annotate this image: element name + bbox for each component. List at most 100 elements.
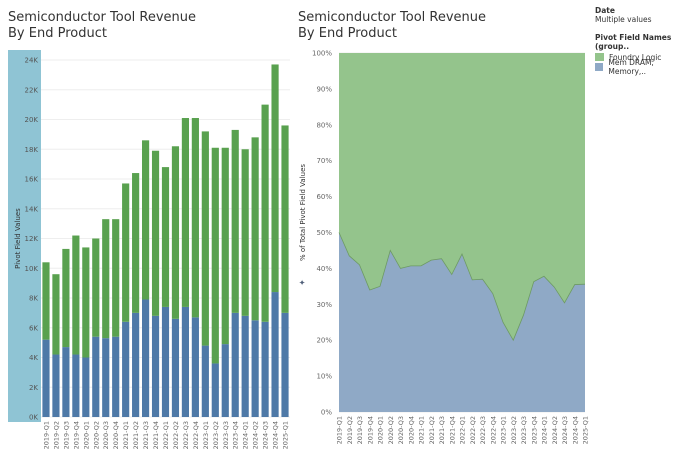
bar-segment (261, 104, 269, 322)
bar-segment (112, 336, 120, 417)
left-chart-title: Semiconductor Tool Revenue By End Produc… (8, 10, 196, 42)
legend-item-memory[interactable]: Mem DRAM, Memory,.. (595, 58, 688, 76)
bar-segment (161, 306, 170, 417)
x-tick-label: 2024-Q1 (541, 416, 549, 444)
bar-segment (141, 299, 150, 417)
bar-segment (52, 274, 60, 355)
x-tick-label: 2022-Q3 (182, 421, 190, 449)
bar-segment (42, 339, 50, 417)
right-title-line1: Semiconductor Tool Revenue (298, 10, 487, 25)
y-tick-label: 20K (25, 116, 39, 124)
legend-label: Mem DRAM, Memory,.. (608, 58, 654, 76)
bar-segment (251, 137, 259, 321)
x-tick-label: 2020-Q3 (397, 416, 405, 444)
bar-segment (201, 345, 209, 417)
x-tick-label: 2024-Q3 (262, 421, 270, 449)
bar-segment (221, 344, 229, 417)
x-tick-label: 2024-Q4 (571, 416, 579, 444)
bar-segment (92, 336, 100, 417)
bar-segment (181, 306, 190, 417)
y-tick-label: 10K (25, 265, 39, 273)
x-tick-label: 2019-Q2 (52, 421, 60, 449)
bar-segment (42, 262, 50, 340)
x-tick-label: 2020-Q2 (387, 416, 395, 444)
bar-segment (132, 173, 140, 313)
x-tick-label: 2023-Q3 (520, 416, 528, 444)
x-tick-label: 2019-Q1 (42, 421, 50, 449)
bar-segment (92, 238, 100, 337)
x-tick-label: 2020-Q1 (82, 421, 90, 449)
y-tick-label: 90% (316, 85, 332, 93)
x-tick-label: 2020-Q4 (407, 416, 415, 444)
bar-segment (132, 312, 140, 417)
x-tick-label: 2020-Q1 (377, 416, 385, 444)
x-tick-label: 2025-Q1 (282, 421, 290, 449)
date-filter-value[interactable]: Multiple values (595, 15, 652, 24)
y-tick-label: 10% (316, 373, 332, 381)
bar-segment (122, 321, 130, 417)
x-tick-label: 2023-Q4 (232, 421, 240, 449)
x-tick-label: 2024-Q4 (272, 421, 280, 449)
x-tick-label: 2020-Q4 (112, 421, 120, 449)
legend: Date Multiple values Pivot Field Names (… (595, 6, 688, 76)
bar-segment (191, 118, 199, 318)
y-tick-label: 22K (25, 86, 39, 94)
y-axis-label: % of Total Pivot Field Values (299, 164, 307, 261)
bar-segment (201, 131, 209, 346)
y-tick-label: 16K (25, 176, 39, 184)
y-tick-label: 100% (312, 50, 332, 58)
x-tick-label: 2022-Q1 (162, 421, 170, 449)
x-tick-label: 2021-Q1 (418, 416, 426, 444)
x-tick-label: 2022-Q2 (469, 416, 477, 444)
x-tick-label: 2021-Q3 (142, 421, 150, 449)
y-tick-label: 0% (321, 409, 332, 417)
y-tick-label: 70% (316, 157, 332, 165)
bar-segment (171, 146, 180, 319)
y-tick-label: 80% (316, 121, 332, 129)
bar-segment (251, 320, 259, 417)
y-tick-label: 18K (25, 146, 39, 154)
y-tick-label: 60% (316, 193, 332, 201)
bar-segment (271, 64, 279, 293)
y-tick-label: 50% (316, 229, 332, 237)
bar-segment (62, 248, 70, 348)
x-tick-label: 2020-Q3 (102, 421, 110, 449)
bar-segment (181, 118, 190, 307)
date-filter-title: Date (595, 6, 615, 15)
y-tick-label: 30% (316, 301, 332, 309)
bar-segment (151, 150, 160, 316)
x-tick-label: 2023-Q2 (510, 416, 518, 444)
y-tick-label: 24K (25, 57, 39, 65)
x-tick-label: 2022-Q4 (489, 416, 497, 444)
x-tick-label: 2023-Q4 (530, 416, 538, 444)
left-title-line1: Semiconductor Tool Revenue (8, 10, 197, 25)
x-tick-label: 2019-Q2 (346, 416, 354, 444)
bar-segment (211, 147, 219, 364)
x-tick-label: 2021-Q2 (428, 416, 436, 444)
right-title-line2: By End Product (298, 26, 397, 41)
x-tick-label: 2023-Q3 (222, 421, 230, 449)
x-tick-label: 2025-Q1 (582, 416, 590, 444)
y-tick-label: 40% (316, 265, 332, 273)
x-tick-label: 2023-Q2 (212, 421, 220, 449)
legend-item-foundry[interactable]: Foundry Logic (595, 52, 688, 62)
bar-segment (241, 149, 249, 316)
x-tick-label: 2022-Q3 (479, 416, 487, 444)
bar-segment (271, 292, 279, 417)
bar-segment (122, 183, 130, 322)
x-tick-label: 2024-Q1 (242, 421, 250, 449)
area-mem-dram (339, 232, 585, 412)
bar-segment (221, 147, 229, 345)
bar-segment (231, 312, 239, 417)
area-foundry-logic (339, 53, 585, 341)
bar-segment (241, 315, 249, 417)
x-tick-label: 2019-Q4 (72, 421, 80, 449)
bar-segment (171, 318, 180, 417)
x-tick-label: 2022-Q4 (192, 421, 200, 449)
y-axis-highlight (8, 50, 41, 422)
x-tick-label: 2020-Q2 (92, 421, 100, 449)
bar-segment (52, 354, 60, 417)
x-tick-label: 2019-Q1 (336, 416, 344, 444)
bar-segment (102, 338, 110, 417)
bar-segment (72, 354, 80, 417)
